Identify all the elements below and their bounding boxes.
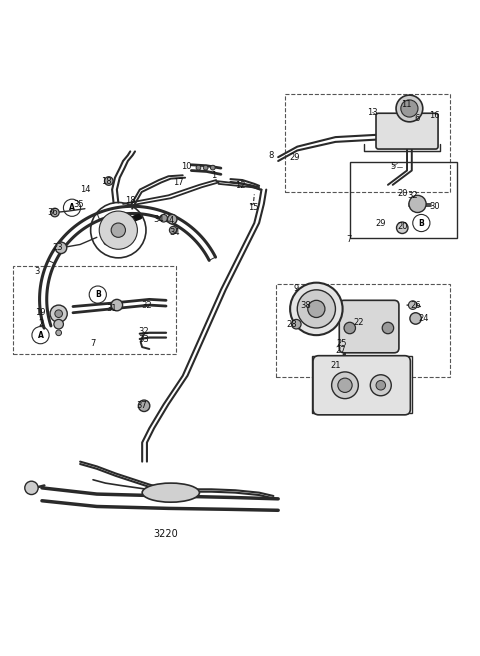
- Text: 15: 15: [248, 203, 259, 213]
- Text: 5: 5: [390, 162, 396, 171]
- Circle shape: [308, 300, 325, 318]
- Circle shape: [50, 305, 67, 322]
- Text: B: B: [95, 290, 101, 299]
- Text: 16: 16: [430, 111, 440, 120]
- Circle shape: [297, 290, 336, 328]
- Circle shape: [409, 195, 426, 213]
- Circle shape: [344, 322, 356, 334]
- Text: 32: 32: [408, 191, 418, 200]
- Text: 18: 18: [101, 176, 112, 186]
- FancyBboxPatch shape: [376, 113, 438, 149]
- Text: 8: 8: [268, 151, 274, 160]
- Bar: [276, 283, 450, 377]
- Text: 23: 23: [52, 243, 63, 253]
- Text: 29: 29: [375, 220, 386, 228]
- Text: 1: 1: [211, 171, 216, 180]
- FancyBboxPatch shape: [339, 300, 399, 353]
- Circle shape: [290, 283, 343, 335]
- Circle shape: [169, 226, 177, 234]
- Text: 17: 17: [173, 178, 183, 187]
- Text: A: A: [69, 203, 75, 213]
- Text: 13: 13: [367, 108, 378, 117]
- Circle shape: [338, 378, 352, 392]
- Text: 24: 24: [419, 314, 429, 323]
- Text: 7: 7: [90, 338, 96, 348]
- Text: 37: 37: [137, 401, 147, 410]
- Text: 3: 3: [35, 267, 40, 276]
- Text: 38: 38: [300, 300, 311, 310]
- Text: 20: 20: [397, 222, 408, 232]
- Circle shape: [25, 482, 38, 495]
- Text: 32: 32: [138, 327, 149, 337]
- Text: 3220: 3220: [154, 529, 179, 539]
- Circle shape: [54, 319, 63, 329]
- Circle shape: [408, 301, 417, 310]
- Text: 27: 27: [335, 346, 346, 356]
- Circle shape: [138, 400, 150, 411]
- Text: B: B: [419, 218, 424, 228]
- Circle shape: [55, 310, 62, 318]
- Text: 35: 35: [73, 200, 84, 209]
- Text: 29: 29: [289, 153, 300, 161]
- Text: 11: 11: [401, 100, 411, 109]
- Circle shape: [210, 165, 215, 170]
- FancyBboxPatch shape: [313, 356, 410, 415]
- Text: 9: 9: [294, 284, 299, 293]
- Text: 7: 7: [346, 236, 351, 244]
- Text: 34: 34: [154, 215, 164, 224]
- Bar: [13, 266, 176, 354]
- Circle shape: [396, 222, 408, 234]
- Circle shape: [111, 299, 122, 311]
- Circle shape: [105, 176, 113, 185]
- Text: A: A: [37, 331, 44, 340]
- Text: 12: 12: [235, 181, 245, 190]
- Text: 6: 6: [414, 113, 419, 123]
- Text: 10: 10: [181, 162, 192, 171]
- Bar: [285, 94, 450, 192]
- Text: 14: 14: [80, 185, 90, 194]
- Text: 21: 21: [330, 361, 341, 370]
- Circle shape: [332, 372, 359, 399]
- Text: 26: 26: [410, 300, 421, 310]
- Circle shape: [196, 165, 201, 170]
- Text: 25: 25: [336, 338, 347, 348]
- Text: 18: 18: [125, 195, 135, 205]
- Circle shape: [111, 223, 125, 237]
- Text: 30: 30: [430, 202, 440, 211]
- Circle shape: [203, 165, 208, 170]
- Text: 2: 2: [38, 319, 43, 328]
- Text: 36: 36: [48, 208, 58, 217]
- Bar: [350, 162, 457, 238]
- Circle shape: [396, 95, 423, 122]
- Circle shape: [382, 322, 394, 334]
- Text: 4: 4: [168, 216, 173, 224]
- Text: 20: 20: [397, 189, 408, 198]
- Bar: [312, 356, 412, 413]
- Circle shape: [401, 100, 418, 117]
- Circle shape: [50, 208, 59, 216]
- Ellipse shape: [142, 483, 199, 502]
- Circle shape: [291, 319, 301, 329]
- Circle shape: [160, 215, 168, 222]
- Text: 22: 22: [353, 318, 364, 327]
- Circle shape: [56, 330, 61, 336]
- Circle shape: [99, 211, 137, 249]
- Text: 32: 32: [142, 300, 152, 310]
- Circle shape: [370, 375, 391, 396]
- Circle shape: [410, 313, 421, 324]
- Text: 33: 33: [138, 335, 149, 344]
- Text: 28: 28: [286, 319, 297, 329]
- Text: 31: 31: [106, 304, 117, 314]
- Circle shape: [55, 242, 67, 254]
- Text: 19: 19: [35, 308, 46, 318]
- Circle shape: [376, 380, 385, 390]
- Circle shape: [168, 215, 177, 224]
- Text: 34: 34: [169, 228, 180, 237]
